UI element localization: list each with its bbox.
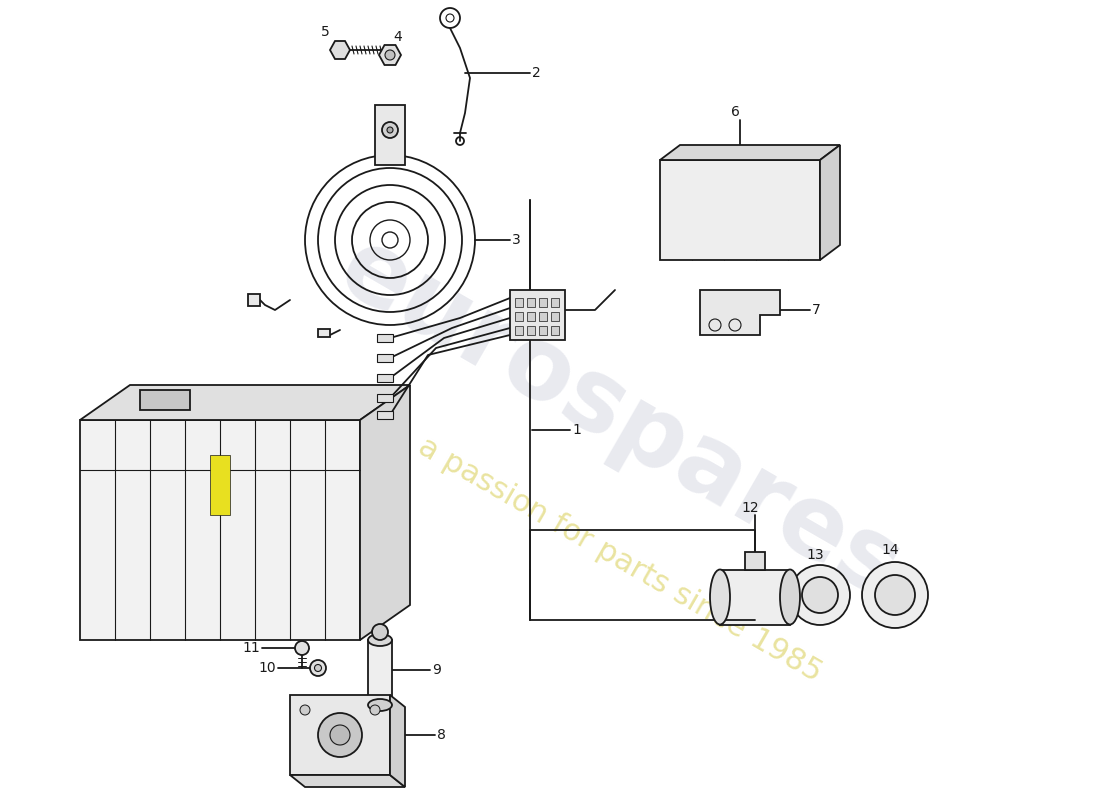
Bar xyxy=(377,411,393,419)
Bar xyxy=(660,160,820,260)
Circle shape xyxy=(295,641,309,655)
Bar xyxy=(515,326,522,335)
Polygon shape xyxy=(290,775,405,787)
Text: 4: 4 xyxy=(393,30,402,44)
Circle shape xyxy=(310,660,326,676)
Bar xyxy=(80,420,360,640)
Circle shape xyxy=(330,725,350,745)
Bar xyxy=(515,298,522,307)
Polygon shape xyxy=(360,385,410,640)
Bar xyxy=(377,374,393,382)
Text: 10: 10 xyxy=(258,661,276,675)
Polygon shape xyxy=(700,290,780,335)
Circle shape xyxy=(315,665,321,671)
Text: 7: 7 xyxy=(812,303,821,317)
Bar xyxy=(248,294,260,306)
Text: eurospares: eurospares xyxy=(322,220,918,620)
Circle shape xyxy=(862,562,928,628)
Circle shape xyxy=(790,565,850,625)
Polygon shape xyxy=(375,105,405,165)
Bar xyxy=(551,298,559,307)
Circle shape xyxy=(372,624,388,640)
Bar xyxy=(551,312,559,321)
Bar xyxy=(140,390,190,410)
Bar xyxy=(318,329,330,337)
Polygon shape xyxy=(330,41,350,59)
Ellipse shape xyxy=(710,570,730,625)
Bar xyxy=(515,312,522,321)
Ellipse shape xyxy=(368,699,392,711)
Text: 11: 11 xyxy=(242,641,260,655)
Text: 6: 6 xyxy=(730,105,739,119)
Circle shape xyxy=(318,713,362,757)
Text: 3: 3 xyxy=(512,233,520,247)
Bar xyxy=(210,455,230,515)
Circle shape xyxy=(802,577,838,613)
Text: 5: 5 xyxy=(320,25,329,39)
Polygon shape xyxy=(290,695,390,775)
Text: 1: 1 xyxy=(572,423,581,437)
Ellipse shape xyxy=(368,634,392,646)
Bar xyxy=(377,394,393,402)
Bar xyxy=(745,552,764,570)
Circle shape xyxy=(387,127,393,133)
Circle shape xyxy=(385,50,395,60)
Polygon shape xyxy=(390,695,405,787)
Text: 14: 14 xyxy=(881,543,899,557)
Bar xyxy=(510,290,565,340)
Text: 9: 9 xyxy=(432,663,441,677)
Bar xyxy=(539,312,547,321)
Polygon shape xyxy=(379,45,401,65)
Text: a passion for parts since 1985: a passion for parts since 1985 xyxy=(414,432,827,688)
Text: 2: 2 xyxy=(532,66,541,80)
Text: 13: 13 xyxy=(806,548,824,562)
Bar xyxy=(368,640,392,705)
Bar xyxy=(527,312,535,321)
Polygon shape xyxy=(820,145,840,260)
Bar xyxy=(527,298,535,307)
Text: 8: 8 xyxy=(437,728,446,742)
Circle shape xyxy=(300,705,310,715)
Ellipse shape xyxy=(780,570,800,625)
Bar xyxy=(551,326,559,335)
Circle shape xyxy=(382,122,398,138)
Bar xyxy=(539,298,547,307)
Polygon shape xyxy=(660,145,840,160)
Circle shape xyxy=(370,705,379,715)
Circle shape xyxy=(874,575,915,615)
Bar xyxy=(377,334,393,342)
Bar xyxy=(527,326,535,335)
Text: 12: 12 xyxy=(741,501,759,515)
Polygon shape xyxy=(80,385,410,420)
Bar xyxy=(539,326,547,335)
Bar xyxy=(377,354,393,362)
Bar xyxy=(720,570,790,625)
